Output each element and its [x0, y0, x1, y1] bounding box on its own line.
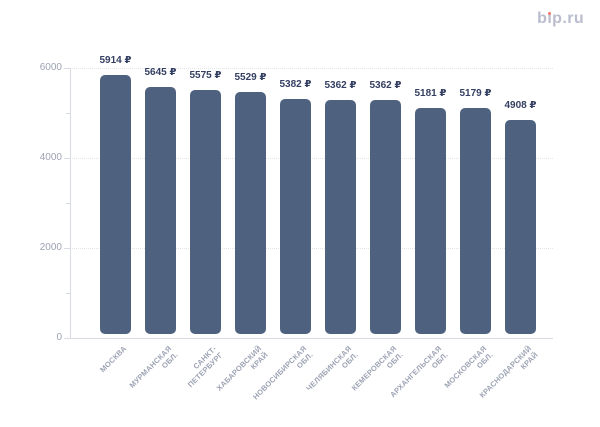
bar-2[interactable] [145, 86, 176, 334]
y-axis-line [70, 68, 71, 338]
logo-letter-i: ı [547, 10, 552, 28]
y-tick-label: 4000 [39, 152, 62, 163]
bar-value-label: 5382 ₽ [279, 78, 312, 90]
x-axis-line [70, 338, 553, 339]
y-tick-label: 6000 [39, 62, 62, 73]
bar-value-label: 5575 ₽ [189, 70, 222, 82]
gridline-2000 [70, 248, 553, 249]
y-minor-tick-3000 [66, 203, 70, 204]
bar-7[interactable] [370, 99, 401, 334]
y-tick-label: 0 [56, 332, 62, 343]
bar-10[interactable] [505, 120, 536, 334]
y-tick-4000 [64, 158, 70, 159]
bar-9[interactable] [460, 107, 491, 334]
gridline-6000 [70, 68, 553, 69]
y-tick-label: 2000 [39, 242, 62, 253]
y-minor-tick-5000 [66, 113, 70, 114]
site-logo[interactable]: bı p.ru [537, 10, 584, 28]
bar-6[interactable] [325, 99, 356, 334]
bar-value-label: 5181 ₽ [414, 87, 447, 99]
bar-value-label: 5914 ₽ [99, 54, 132, 66]
bar-5[interactable] [280, 98, 311, 334]
y-tick-0 [64, 338, 70, 339]
y-tick-6000 [64, 68, 70, 69]
logo-text-b: b [537, 10, 548, 27]
y-tick-2000 [64, 248, 70, 249]
logo-i-stem: ı [547, 10, 553, 27]
bar-value-label: 5362 ₽ [369, 79, 402, 91]
bar-4[interactable] [235, 92, 266, 334]
gridline-4000 [70, 158, 553, 159]
bar-value-label: 4908 ₽ [504, 100, 537, 112]
y-minor-tick-1000 [66, 293, 70, 294]
logo-text-rest: p.ru [552, 10, 584, 27]
bar-8[interactable] [415, 107, 446, 334]
bar-1[interactable] [100, 74, 131, 334]
logo-i-dot [548, 11, 552, 15]
bar-value-label: 5179 ₽ [459, 87, 492, 99]
bar-3[interactable] [190, 90, 221, 334]
bar-value-label: 5362 ₽ [324, 79, 357, 91]
bar-value-label: 5645 ₽ [144, 66, 177, 78]
bar-value-label: 5529 ₽ [234, 72, 267, 84]
